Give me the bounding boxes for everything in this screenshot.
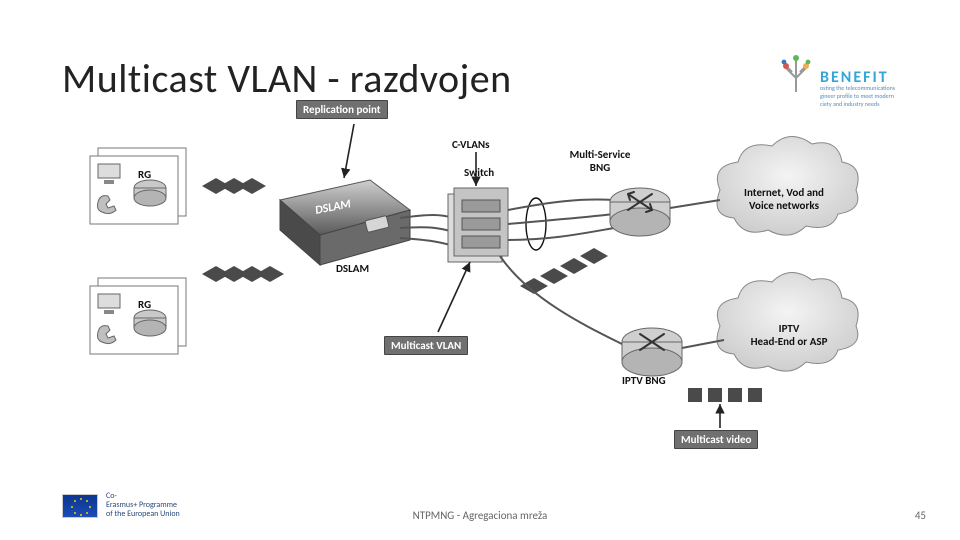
dslam-device: DSLAM	[280, 180, 410, 265]
label-mcvideo: Multicast video	[674, 430, 758, 449]
cable-switch-iptvbng	[500, 256, 622, 344]
label-iptv-bng: IPTV BNG	[622, 374, 666, 387]
link-bng-internet	[670, 200, 720, 208]
slide: Multicast VLAN - razdvojen BENEFIT ostin…	[0, 0, 960, 540]
label-bng: Multi-ServiceBNG	[560, 148, 640, 174]
label-mcvlan: Multicast VLAN	[384, 336, 468, 355]
label-switch: Switch	[464, 166, 494, 179]
label-cloud-iptv: IPTVHead-End or ASP	[734, 322, 844, 348]
packets-bottom	[202, 266, 284, 282]
label-replication: Replication point	[296, 100, 388, 119]
benefit-tree-icon	[774, 50, 818, 94]
footer-center: NTPMNG - Agregaciona mreža	[0, 509, 960, 522]
network-diagram: DSLAM	[80, 90, 880, 470]
packets-mid	[520, 248, 608, 294]
switch-device	[448, 188, 508, 262]
home-group-1	[90, 148, 186, 224]
bng-router	[610, 188, 670, 236]
label-cvlans: C-VLANs	[452, 138, 490, 151]
multicast-video-packets	[688, 388, 762, 402]
iptv-bng-router	[622, 328, 682, 376]
label-dslam-text: DSLAM	[336, 262, 369, 275]
packets-top	[202, 178, 266, 194]
label-cloud-internet: Internet, Vod andVoice networks	[724, 186, 844, 212]
arrow-replication	[344, 124, 354, 178]
home-group-2	[90, 278, 186, 354]
page-number: 45	[915, 509, 926, 522]
label-rg-1: RG	[138, 168, 151, 181]
cables-switch-bng	[508, 199, 614, 240]
arrow-mcvlan	[438, 262, 470, 332]
label-rg-2: RG	[138, 298, 151, 311]
